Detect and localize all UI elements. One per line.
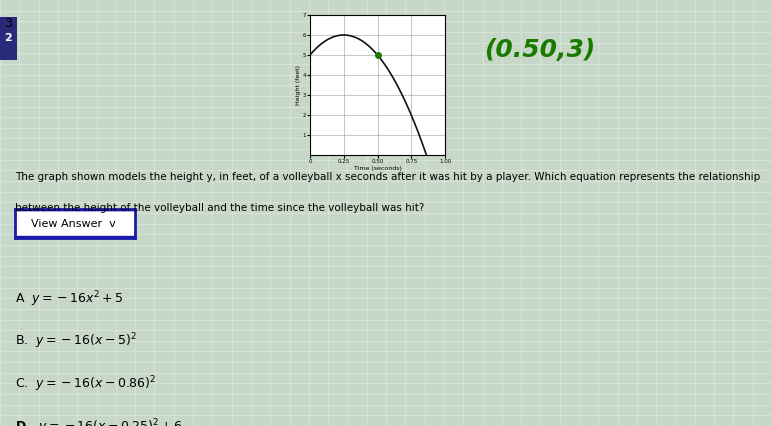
X-axis label: Time (seconds): Time (seconds) (354, 166, 401, 170)
Text: B.  $y=-16(x-5)^2$: B. $y=-16(x-5)^2$ (15, 332, 137, 351)
FancyBboxPatch shape (12, 210, 139, 237)
Text: A  $y=-16x^2+5$: A $y=-16x^2+5$ (15, 289, 124, 309)
Text: between the height of the volleyball and the time since the volleyball was hit?: between the height of the volleyball and… (15, 203, 425, 213)
Text: D.  $y=-16(x-0.25)^2+6$: D. $y=-16(x-0.25)^2+6$ (15, 417, 184, 426)
Text: (0.50,3): (0.50,3) (483, 38, 595, 62)
Text: C.  $y=-16(x-0.86)^2$: C. $y=-16(x-0.86)^2$ (15, 374, 157, 394)
Y-axis label: Height (feet): Height (feet) (296, 65, 301, 105)
Text: View Answer  v: View Answer v (31, 219, 115, 229)
Text: 3.: 3. (4, 17, 15, 30)
Text: The graph shown models the height y, in feet, of a volleyball x seconds after it: The graph shown models the height y, in … (15, 172, 760, 182)
Text: 2: 2 (5, 33, 12, 43)
